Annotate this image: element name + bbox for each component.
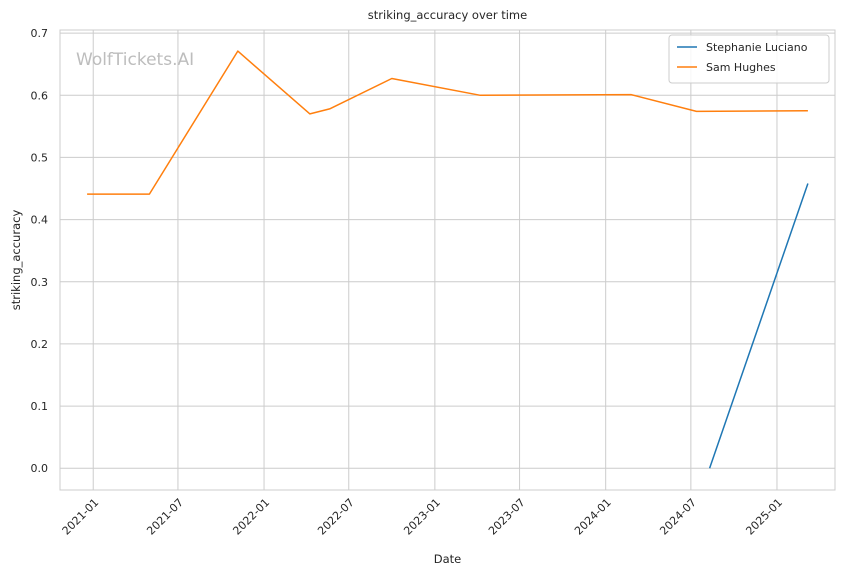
x-tick-label: 2024-07 (657, 496, 699, 538)
y-tick-labels: 0.0 0.1 0.2 0.3 0.4 0.5 0.6 0.7 (31, 27, 49, 475)
x-tick-label: 2025-01 (743, 496, 785, 538)
y-tick-label: 0.2 (31, 338, 49, 351)
legend-box (668, 34, 830, 84)
y-tick-label: 0.7 (31, 27, 49, 40)
y-tick-label: 0.3 (31, 276, 49, 289)
y-axis-label: striking_accuracy (9, 210, 23, 311)
y-tick-label: 0.5 (31, 151, 49, 164)
x-tick-label: 2021-07 (144, 496, 186, 538)
x-tick-label: 2022-07 (315, 496, 357, 538)
x-tick-label: 2022-01 (230, 496, 272, 538)
x-tick-label: 2021-01 (60, 496, 102, 538)
series-group (87, 50, 809, 469)
x-tick-label: 2023-07 (486, 496, 528, 538)
legend-label-1: Sam Hughes (706, 61, 776, 74)
x-axis-label: Date (434, 552, 462, 566)
y-tick-label: 0.1 (31, 400, 49, 413)
x-tick-label: 2023-01 (401, 496, 443, 538)
y-tick-label: 0.4 (31, 214, 49, 227)
y-tick-label: 0.0 (31, 462, 49, 475)
legend-label-0: Stephanie Luciano (706, 41, 808, 54)
series-line-0 (708, 183, 809, 469)
y-tick-label: 0.6 (31, 89, 49, 102)
grid-lines (60, 30, 835, 490)
legend: Stephanie Luciano Sam Hughes (668, 34, 830, 84)
series-line-1 (87, 50, 808, 195)
watermark-text: WolfTickets.AI (76, 50, 194, 70)
x-tick-labels: 2021-01 2021-07 2022-01 2022-07 2023-01 2023-… (60, 496, 785, 538)
plot-frame (59, 29, 836, 491)
x-tick-label: 2024-01 (572, 496, 614, 538)
chart-title: striking_accuracy over time (368, 8, 527, 22)
